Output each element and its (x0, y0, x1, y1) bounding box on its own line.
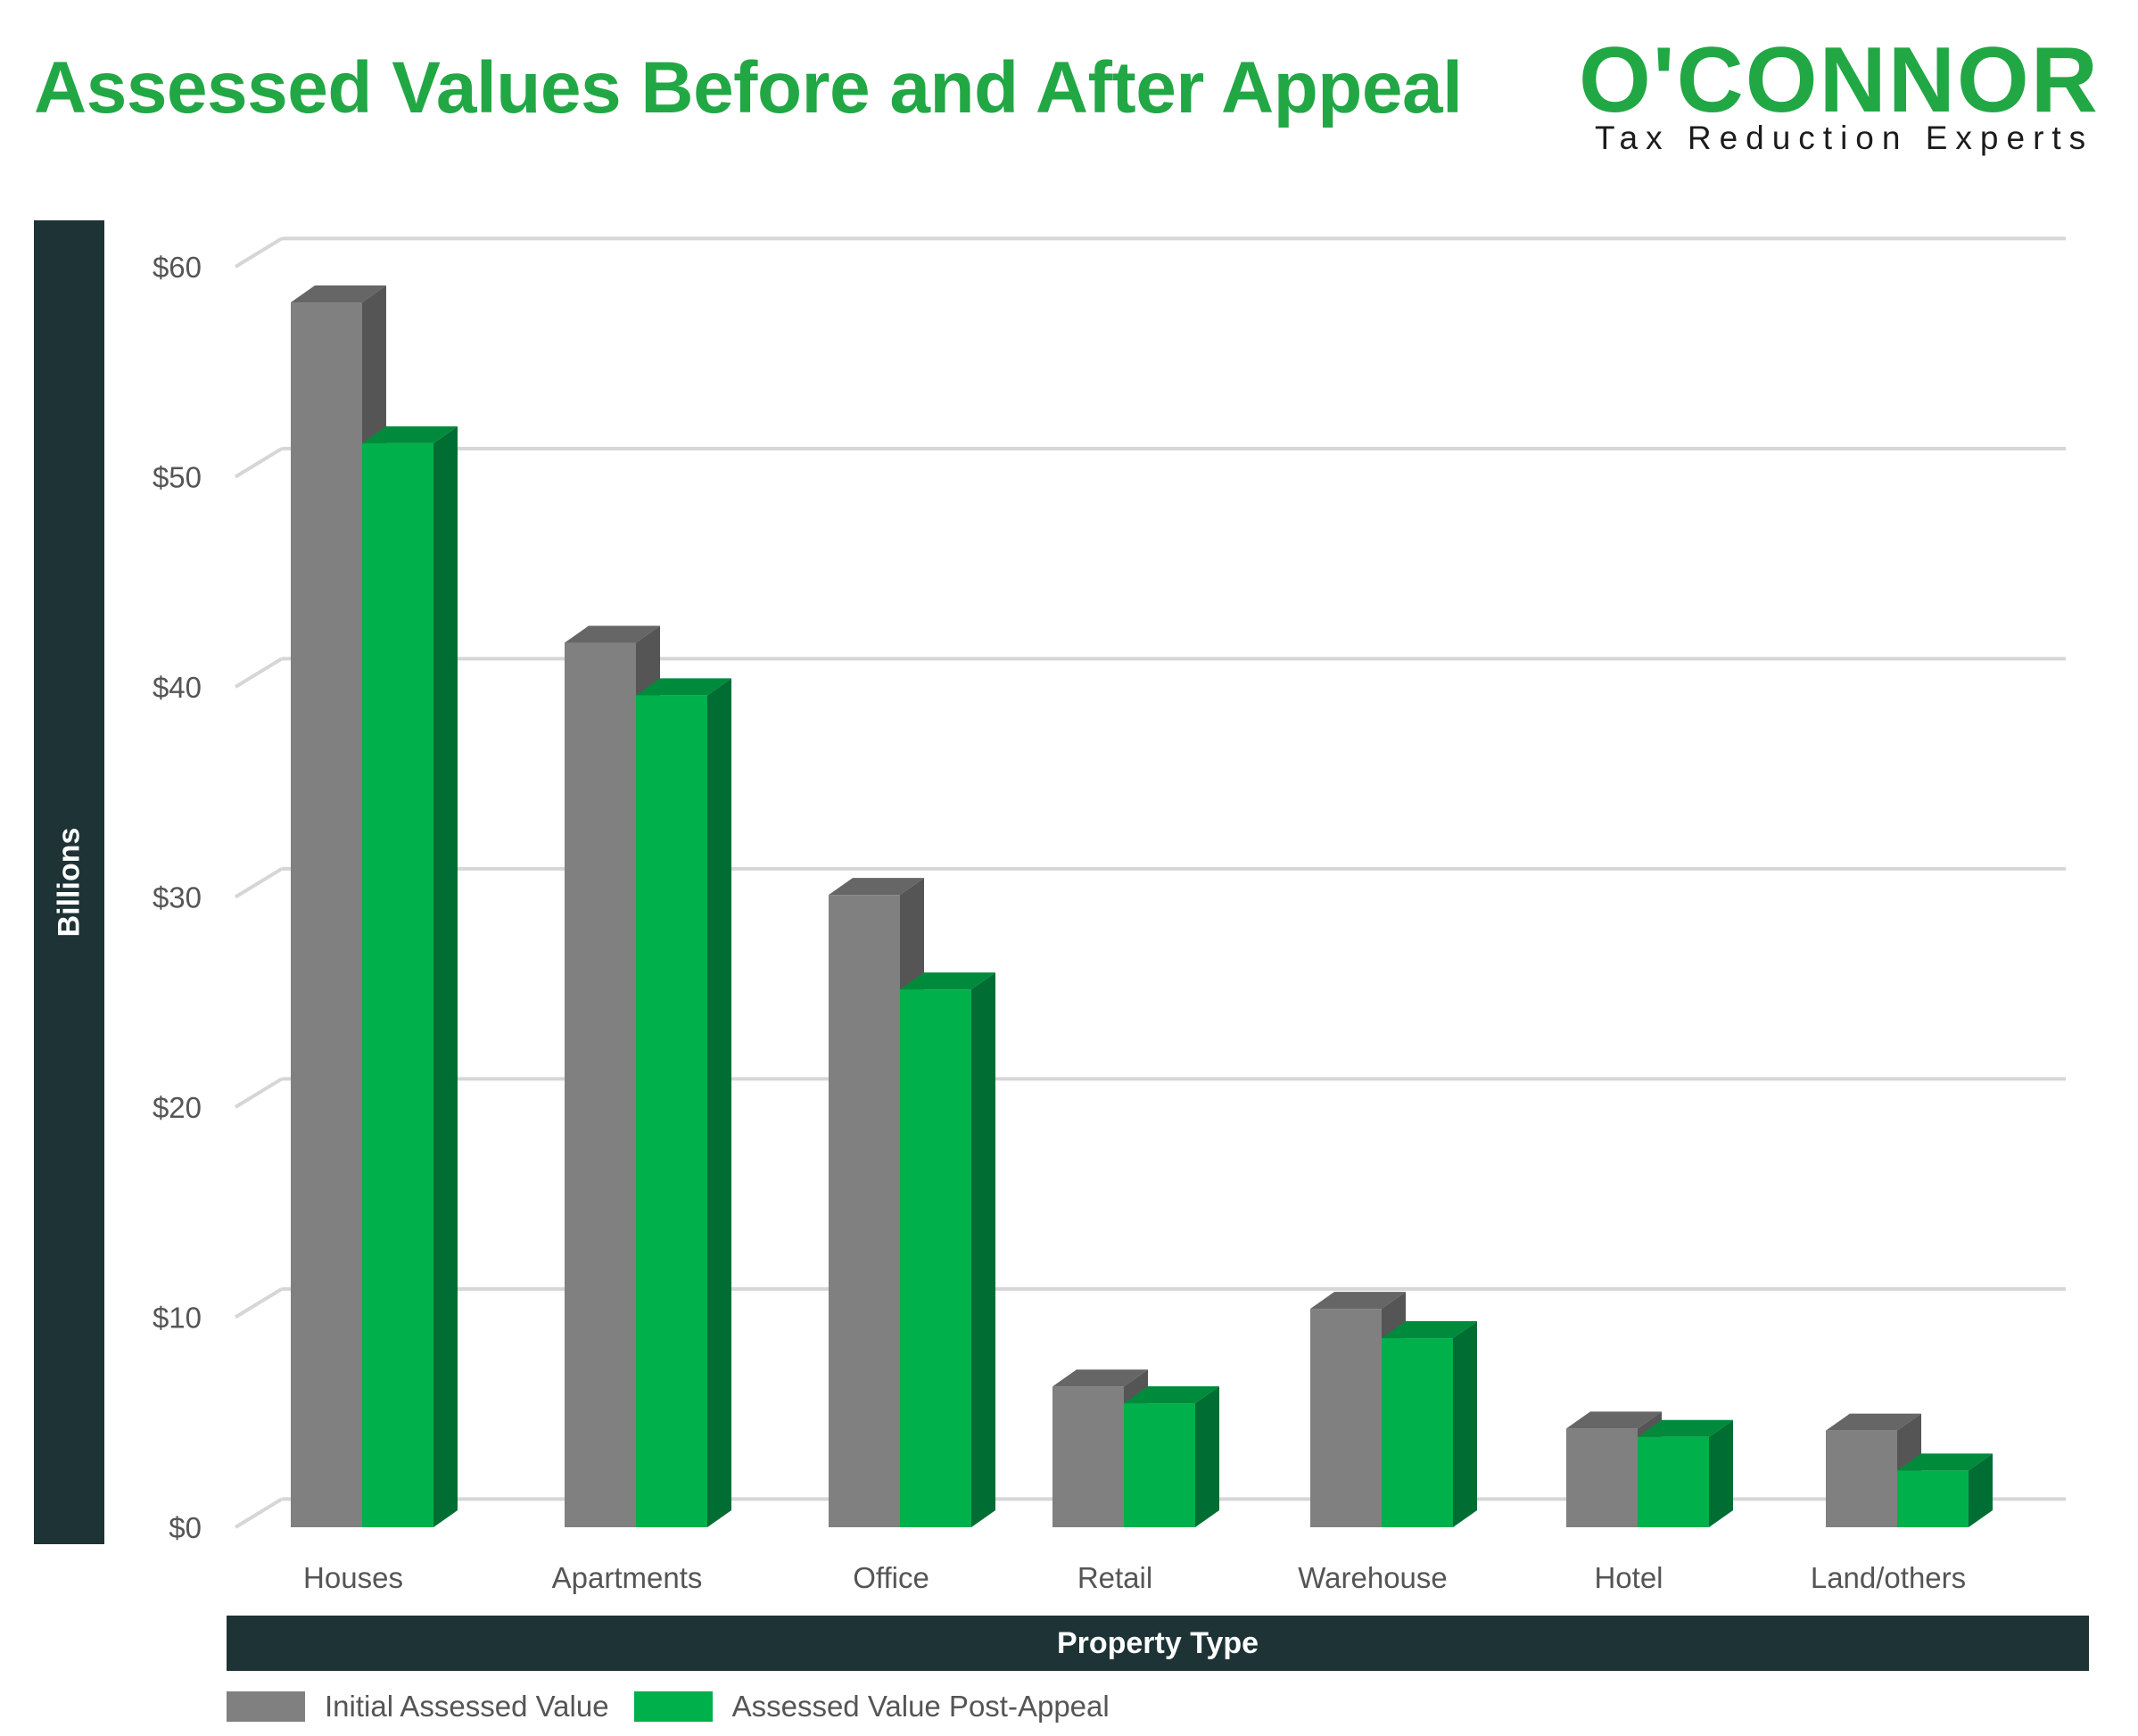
bar-post-appeal-side (971, 972, 995, 1527)
gridline-diagonal (234, 867, 283, 899)
gridline-diagonal (234, 236, 283, 269)
y-tick-label: $30 (153, 881, 202, 914)
gridline-diagonal (234, 657, 283, 689)
y-tick-label: $0 (169, 1511, 202, 1544)
bar-post-appeal-top (1382, 1321, 1477, 1339)
bar-post-appeal (1124, 1403, 1195, 1527)
logo-tagline: Tax Reduction Experts (1595, 120, 2094, 156)
bar-initial-top (829, 878, 924, 896)
bar-post-appeal-side (1453, 1321, 1477, 1527)
bar-post-appeal-top (1638, 1419, 1733, 1437)
bar-initial (1052, 1386, 1124, 1527)
bar-post-appeal-top (362, 426, 458, 443)
legend-item-initial: Initial Assessed Value (227, 1690, 609, 1724)
y-tick-label: $60 (153, 251, 202, 284)
bar-post-appeal-top (1897, 1453, 1993, 1471)
gridline-diagonal (234, 447, 283, 479)
bar-initial (565, 642, 636, 1527)
y-axis-label-box: Billions (34, 220, 104, 1544)
x-tick-label: Land/others (1811, 1561, 1966, 1594)
y-tick-label: $10 (153, 1302, 202, 1335)
bar-post-appeal-side (1709, 1419, 1733, 1527)
bar-initial (1310, 1309, 1382, 1527)
legend-swatch-post-appeal (633, 1691, 713, 1722)
bar-initial-top (565, 625, 660, 643)
bar-post-appeal-side (1195, 1386, 1219, 1527)
x-tick-label: Warehouse (1298, 1561, 1448, 1594)
bar-post-appeal (1638, 1436, 1709, 1527)
bar-initial (1566, 1428, 1638, 1527)
oconnor-logo: O'CONNOR Tax Reduction Experts (1579, 34, 2114, 159)
bar-initial (829, 895, 900, 1527)
y-tick-label: $40 (153, 671, 202, 704)
bar-post-appeal-side (433, 426, 458, 1527)
bar-post-appeal (636, 695, 707, 1527)
x-tick-label: Office (853, 1561, 929, 1594)
x-tick-label: Hotel (1594, 1561, 1663, 1594)
bar-post-appeal-top (900, 972, 995, 990)
chart-title: Assessed Values Before and After Appeal (34, 47, 1463, 128)
x-axis-label-box: Property Type (227, 1616, 2089, 1671)
gridline-diagonal (234, 1497, 283, 1529)
legend-label-post-appeal: Assessed Value Post-Appeal (731, 1690, 1110, 1723)
bar-initial-top (1826, 1413, 1921, 1431)
gridline-diagonal (234, 1287, 283, 1319)
bar-initial (1826, 1430, 1897, 1527)
bar-initial-top (1566, 1411, 1662, 1429)
legend: Initial Assessed Value Assessed Value Po… (227, 1690, 1135, 1724)
bar-post-appeal-side (1969, 1453, 1993, 1527)
bar-post-appeal-side (707, 678, 731, 1527)
logo-wordmark: O'CONNOR (1579, 29, 2100, 132)
bar-initial-top (1052, 1369, 1148, 1387)
legend-swatch-initial (227, 1691, 305, 1722)
x-tick-label: Houses (303, 1561, 403, 1594)
bar-post-appeal-top (636, 678, 731, 696)
bar-post-appeal (1382, 1338, 1453, 1527)
x-tick-label: Retail (1077, 1561, 1152, 1594)
x-tick-label: Apartments (552, 1561, 703, 1594)
legend-label-initial: Initial Assessed Value (325, 1690, 609, 1723)
y-tick-label: $50 (153, 461, 202, 494)
bar-post-appeal (900, 989, 971, 1527)
bar-post-appeal-top (1124, 1386, 1219, 1404)
gridline-diagonal (234, 1077, 283, 1109)
x-axis-label: Property Type (1056, 1625, 1259, 1660)
bar-post-appeal (362, 442, 433, 1527)
bar-initial-top (1310, 1292, 1406, 1310)
bar-initial (291, 302, 362, 1527)
bar-post-appeal (1897, 1470, 1969, 1527)
bar-initial-top (291, 285, 386, 303)
y-tick-label: $20 (153, 1091, 202, 1124)
legend-item-post-appeal: Assessed Value Post-Appeal (633, 1690, 1110, 1724)
